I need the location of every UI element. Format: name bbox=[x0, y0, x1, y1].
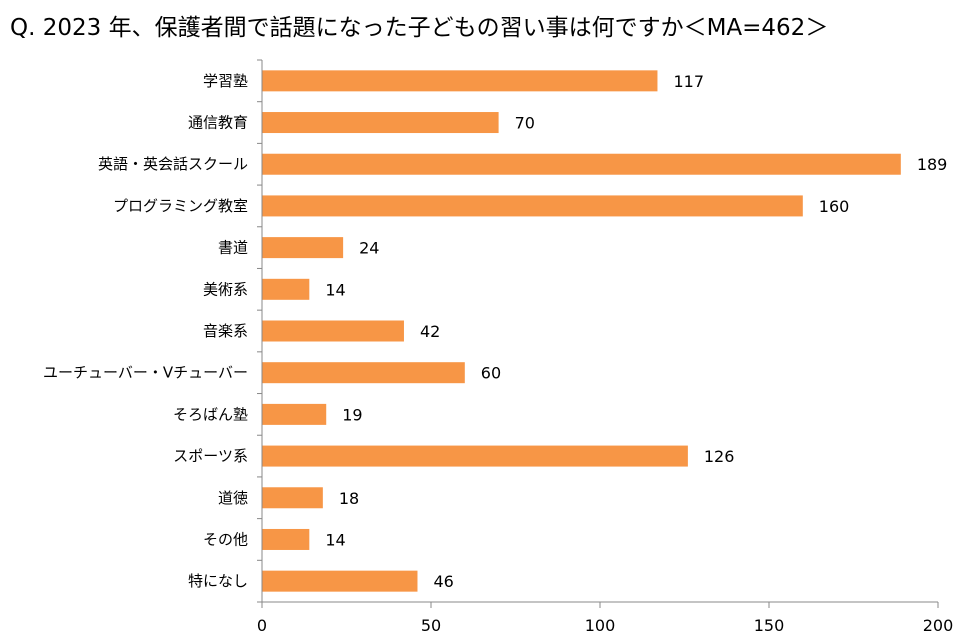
bar-7 bbox=[262, 362, 465, 384]
value-labels-group: 117 70 189 160 24 14 42 60 19 126 18 14 46 bbox=[325, 72, 947, 591]
value-label-2: 189 bbox=[917, 155, 948, 174]
category-label-12: 特になし bbox=[188, 572, 248, 590]
value-label-6: 42 bbox=[420, 322, 440, 341]
bars-group bbox=[262, 70, 901, 592]
category-label-11: その他 bbox=[203, 530, 248, 548]
category-label-0: 学習塾 bbox=[203, 72, 248, 90]
category-label-5: 美術系 bbox=[203, 280, 248, 298]
x-tick-label-2: 100 bbox=[585, 616, 616, 635]
bar-9 bbox=[262, 445, 688, 467]
category-label-7: ユーチューバー・Vチューバー bbox=[43, 364, 248, 382]
x-tick-label-0: 0 bbox=[257, 616, 267, 635]
value-label-12: 46 bbox=[433, 572, 453, 591]
bar-6 bbox=[262, 320, 404, 342]
bar-5 bbox=[262, 278, 310, 300]
bar-12 bbox=[262, 570, 418, 592]
x-tick-label-1: 50 bbox=[421, 616, 441, 635]
category-label-1: 通信教育 bbox=[188, 114, 248, 132]
category-label-6: 音楽系 bbox=[203, 322, 248, 340]
category-label-2: 英語・英会話スクール bbox=[98, 155, 248, 173]
value-label-5: 14 bbox=[325, 280, 345, 299]
x-axis-group: 0 50 100 150 200 bbox=[257, 59, 954, 635]
bar-10 bbox=[262, 487, 323, 509]
category-label-10: 道徳 bbox=[218, 489, 248, 507]
value-label-11: 14 bbox=[325, 530, 345, 549]
bar-1 bbox=[262, 112, 499, 134]
bar-8 bbox=[262, 403, 327, 425]
value-label-1: 70 bbox=[515, 114, 535, 133]
value-label-0: 117 bbox=[673, 72, 704, 91]
value-label-3: 160 bbox=[819, 197, 850, 216]
bar-0 bbox=[262, 70, 658, 92]
value-label-8: 19 bbox=[342, 405, 362, 424]
category-labels-group: 学習塾通信教育英語・英会話スクールプログラミング教室書道美術系音楽系ユーチューバ… bbox=[43, 72, 248, 590]
value-label-9: 126 bbox=[704, 447, 735, 466]
bar-4 bbox=[262, 237, 344, 259]
value-label-4: 24 bbox=[359, 239, 379, 258]
x-tick-label-4: 200 bbox=[923, 616, 954, 635]
category-label-9: スポーツ系 bbox=[173, 447, 248, 465]
bar-11 bbox=[262, 528, 310, 550]
category-label-3: プログラミング教室 bbox=[113, 197, 248, 215]
value-label-7: 60 bbox=[481, 364, 501, 383]
value-label-10: 18 bbox=[339, 489, 359, 508]
chart-title: Q. 2023 年、保護者間で話題になった子どもの習い事は何ですか＜MA=462… bbox=[10, 15, 829, 41]
category-label-8: そろばん塾 bbox=[173, 405, 248, 423]
x-tick-label-3: 150 bbox=[754, 616, 785, 635]
category-label-4: 書道 bbox=[218, 239, 248, 257]
bar-3 bbox=[262, 195, 803, 217]
bar-2 bbox=[262, 153, 901, 175]
